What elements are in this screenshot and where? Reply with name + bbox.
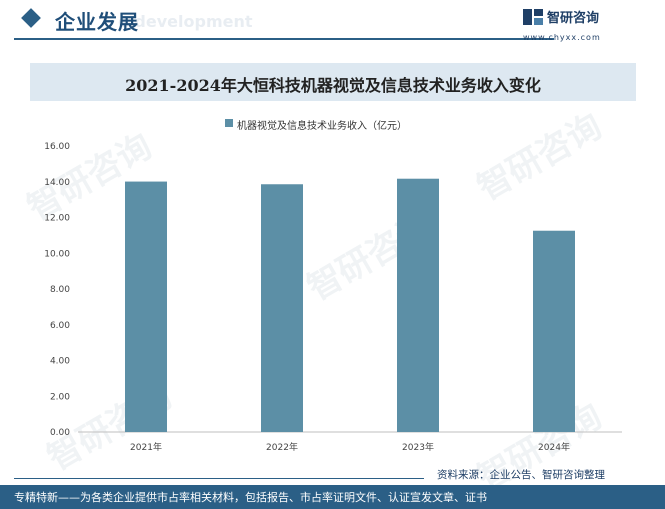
footer-divider (14, 478, 424, 479)
chart-title: 2021-2024年大恒科技机器视觉及信息技术业务收入变化 (125, 76, 541, 95)
bar (397, 178, 439, 432)
y-tick-label: 0.00 (50, 428, 70, 438)
footer-bar: 专精特新——为各类企业提供市占率相关材料，包括报告、市占率证明文件、认证宣发文章… (0, 485, 665, 509)
y-tick-label: 8.00 (50, 285, 70, 295)
legend-swatch (225, 119, 233, 127)
y-tick-label: 2.00 (50, 392, 70, 402)
y-tick-label: 10.00 (44, 249, 70, 259)
source-note: 资料来源：企业公告、智研咨询整理 (437, 469, 605, 481)
bar (533, 230, 575, 432)
brand-icon (523, 9, 543, 25)
brand-name: 智研咨询 (547, 11, 600, 26)
brand-url: www.chyxx.com (523, 33, 601, 42)
x-tick-label: 2021年 (130, 441, 162, 453)
x-tick-label: 2023年 (402, 441, 434, 453)
y-tick-label: 12.00 (44, 214, 70, 224)
section-title: 企业发展 (55, 10, 139, 34)
legend-label: 机器视觉及信息技术业务收入（亿元） (237, 121, 407, 132)
x-tick-label: 2022年 (266, 441, 298, 453)
y-tick-label: 14.00 (44, 178, 70, 188)
footer-text: 专精特新——为各类企业提供市占率相关材料，包括报告、市占率证明文件、认证宣发文章… (14, 491, 487, 504)
y-tick-label: 6.00 (50, 321, 70, 331)
bar-chart: 0.00 2.00 4.00 6.00 8.00 10.00 12.00 14.00 16.00… (44, 142, 622, 453)
header: e development 企业发展 智研咨询 www.chyxx.com (0, 0, 665, 46)
y-tick-label: 16.00 (44, 142, 70, 152)
bar (261, 184, 303, 432)
bar (125, 181, 167, 432)
chart-title-band: 2021-2024年大恒科技机器视觉及信息技术业务收入变化 (30, 63, 636, 101)
y-tick-label: 4.00 (50, 357, 70, 367)
section-ghost-text: e development (118, 12, 253, 31)
x-tick-label: 2024年 (538, 441, 570, 453)
brand-logo: 智研咨询 www.chyxx.com (523, 7, 643, 43)
header-divider (14, 38, 554, 40)
